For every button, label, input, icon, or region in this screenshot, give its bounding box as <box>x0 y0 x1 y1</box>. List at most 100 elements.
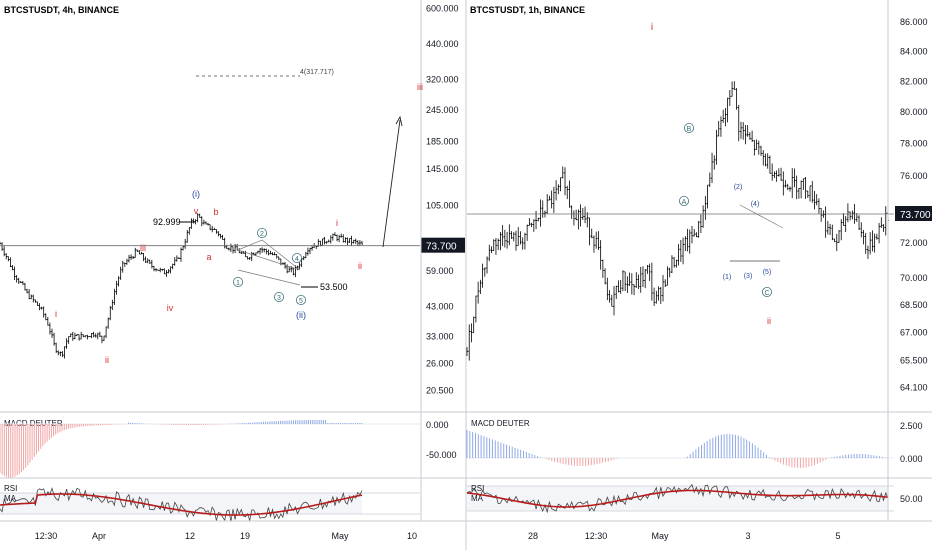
price-tick-label: 64.100 <box>900 382 928 392</box>
wave-label-red: iii <box>417 82 423 92</box>
wave-label-red: b <box>213 207 218 217</box>
time-tick-label: Apr <box>92 531 106 541</box>
time-tick-label: 5 <box>835 531 840 541</box>
time-axis-4h[interactable]: 12:30 Apr 12 19 May 10 <box>35 531 417 541</box>
wave-circle-label: 5 <box>299 298 303 305</box>
wave-label-red: a <box>206 252 211 262</box>
projection-arrow-head <box>395 115 403 127</box>
price-tick-label: 76.000 <box>900 171 928 181</box>
price-tick-label: 78.000 <box>900 139 928 149</box>
wave-circle <box>232 276 243 287</box>
macd-tick-label: 2.500 <box>900 421 923 431</box>
macd-tick-label: 0.000 <box>900 454 923 464</box>
price-tick-label: 33.000 <box>426 331 454 341</box>
chart-4h-panel[interactable]: 4(317.717)92.99953.500iiiiiiivvabiiiiii(… <box>0 4 465 541</box>
last-price-label: 73.700 <box>900 210 931 221</box>
price-tick-label: 67.000 <box>900 327 928 337</box>
rsi-ma-title: MA <box>4 494 17 503</box>
price-axis-1h[interactable]: 86.000 84.000 82.000 80.000 78.000 76.000 73.7… <box>895 17 932 392</box>
projection-arrow <box>382 119 401 248</box>
target-label: 4(317.717) <box>300 69 334 76</box>
macd-pane-4h: MACD DEUTER 0.000-50.000 <box>0 419 457 478</box>
price-tick-label: 245.000 <box>426 105 459 115</box>
wedge-line <box>739 204 784 229</box>
wave-label-blue: (ii) <box>296 310 306 320</box>
macd-tick-label: -50.000 <box>426 450 457 460</box>
price-tick-label: 68.500 <box>900 300 928 310</box>
macd-title: MACD DEUTER <box>471 419 530 428</box>
price-tick-label: 65.500 <box>900 356 928 366</box>
chart-title: BTCSTUSDT, 4h, BINANCE <box>4 5 119 15</box>
wave-label-blue: (3) <box>744 273 753 280</box>
time-tick-label: 28 <box>528 531 538 541</box>
wave-circle-label: 2 <box>260 231 264 238</box>
wave-label-blue: (4) <box>751 201 760 208</box>
price-axis-4h[interactable]: 600.000 440.000 320.000 245.000 185.000 145.0… <box>421 4 465 396</box>
rsi-line <box>0 486 363 522</box>
wave-label-red: ii <box>767 316 771 326</box>
time-tick-label: 12 <box>185 531 195 541</box>
wave-circle <box>295 294 306 305</box>
last-price-label-bg <box>421 237 465 253</box>
rsi-title: RSI <box>4 484 17 493</box>
last-price-label-bg <box>895 206 932 222</box>
triangle-lower <box>237 269 301 286</box>
price-tick-label: 20.500 <box>426 385 454 395</box>
price-tick-label: 145.000 <box>426 164 459 174</box>
wave-label-blue: (1) <box>723 274 732 281</box>
wave-circle-label: 3 <box>277 295 281 302</box>
wave-label-red: ii <box>105 355 109 365</box>
price-tick-label: 26.000 <box>426 358 454 368</box>
wave-label-red: i <box>55 309 57 319</box>
wave-annotations-4h: 4(317.717)92.99953.500iiiiiiivvabiiiiii(… <box>55 69 423 365</box>
price-tick-label: 43.000 <box>426 302 454 312</box>
price-tick-label: 59.000 <box>426 266 454 276</box>
price-tick-label: 80.000 <box>900 107 928 117</box>
time-axis-1h[interactable]: 28 12:30 May 3 5 <box>528 531 841 541</box>
rsi-tick-label: 50.00 <box>900 494 923 504</box>
wave-circle-label: C <box>764 290 769 297</box>
price-tick-label: 320.000 <box>426 75 459 85</box>
triangle-pattern <box>236 239 301 271</box>
wave-circle-label: 1 <box>236 280 240 287</box>
rsi-ma-line <box>466 489 889 508</box>
candles-1h <box>466 81 889 361</box>
wave-label-red: ii <box>358 261 362 271</box>
time-tick-label: May <box>651 531 669 541</box>
price-tick-label: 440.000 <box>426 39 459 49</box>
chart-title: BTCSTUSDT, 1h, BINANCE <box>470 5 585 15</box>
time-tick-label: 12:30 <box>35 531 58 541</box>
macd-tick-label: 0.000 <box>426 420 449 430</box>
macd-pane-1h: MACD DEUTER 2.500 0.000 <box>466 419 923 468</box>
rsi-title: RSI <box>471 484 484 493</box>
time-tick-label: 19 <box>240 531 250 541</box>
wave-label-red: iii <box>140 243 146 253</box>
time-tick-label: 10 <box>407 531 417 541</box>
wave-label-red: iv <box>167 303 174 313</box>
time-tick-label: 12:30 <box>585 531 608 541</box>
wave-label-blue: (5) <box>763 269 772 276</box>
wave-circle-label: 4 <box>295 256 299 263</box>
price-tick-label: 82.000 <box>900 76 928 86</box>
price-marker-label: 53.500 <box>320 282 348 292</box>
price-marker-label: 92.999 <box>153 217 181 227</box>
time-tick-label: May <box>331 531 349 541</box>
price-tick-label: 600.000 <box>426 4 459 14</box>
wave-label-red: v <box>194 206 199 216</box>
candles-4h <box>0 213 363 359</box>
rsi-band <box>0 493 362 514</box>
rsi-ma-line <box>0 493 363 516</box>
wave-label-blue: (2) <box>734 184 743 191</box>
price-tick-label: 84.000 <box>900 46 928 56</box>
wave-circle-label: B <box>687 126 692 133</box>
wave-circle <box>684 123 695 134</box>
rsi-ma-title: MA <box>471 494 484 503</box>
wave-circle <box>762 286 773 297</box>
wave-circle-label: A <box>682 199 687 206</box>
wave-label-blue: (i) <box>192 189 200 199</box>
